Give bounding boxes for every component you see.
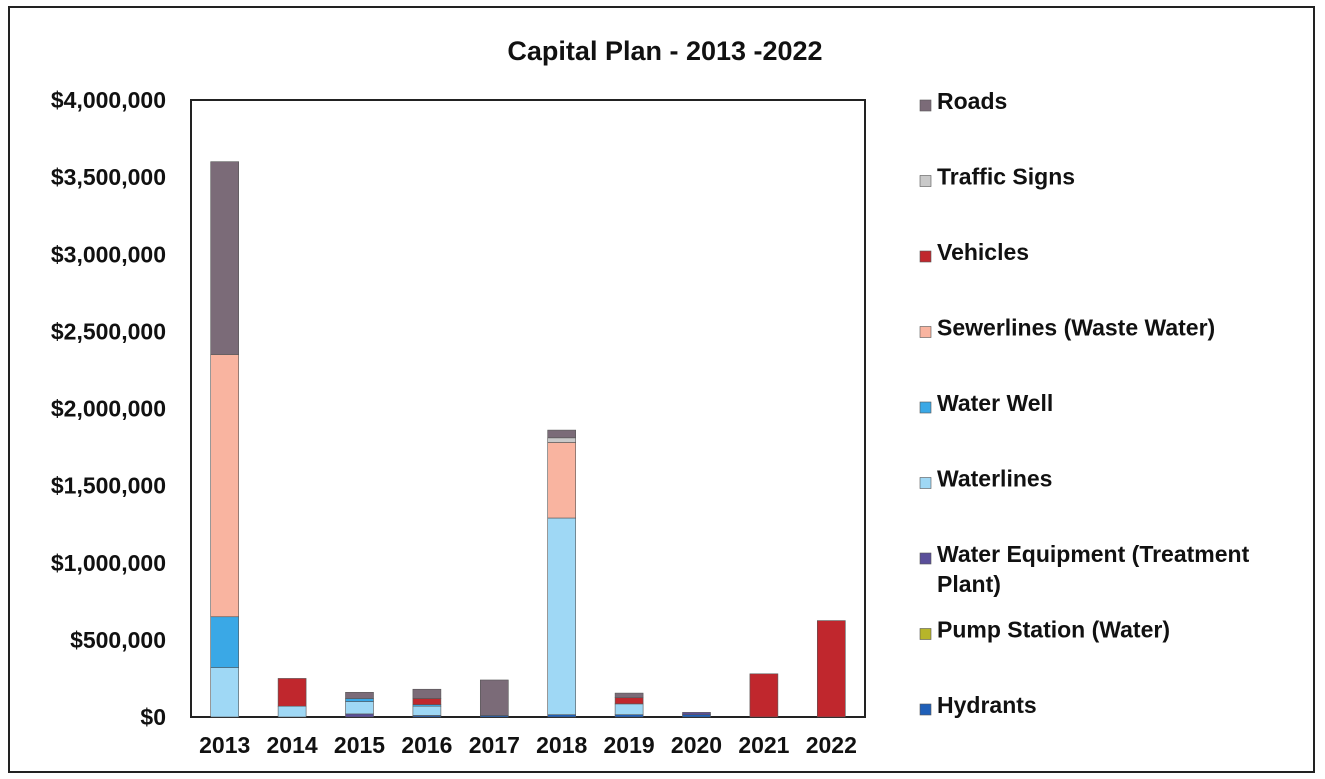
legend-swatch — [919, 175, 932, 187]
bar-segment — [345, 692, 374, 699]
chart-title: Capital Plan - 2013 -2022 — [507, 36, 822, 66]
y-tick-label: $1,500,000 — [51, 473, 166, 499]
bar-segment — [210, 354, 239, 618]
legend-swatch — [919, 326, 932, 338]
x-axis: 2013 2014 2015 2016 2017 2018 2019 2020 2021 2022 — [199, 732, 857, 758]
y-tick-label: $3,500,000 — [51, 164, 166, 190]
legend-swatch — [919, 552, 932, 565]
legend-label: Sewerlines (Waste Water) — [937, 315, 1215, 341]
bar-segment — [816, 620, 846, 718]
legend-label: Hydrants — [937, 692, 1037, 718]
legend-swatch — [919, 99, 932, 112]
chart-frame: Capital Plan - 2013 -2022 $0 $500,000 $1,0… — [8, 6, 1315, 773]
y-tick-label: $2,000,000 — [51, 396, 166, 422]
legend-swatch — [919, 477, 932, 489]
x-tick-label: 2022 — [806, 732, 857, 758]
legend-swatch — [919, 628, 932, 640]
legend-label: Vehicles — [937, 239, 1029, 265]
legend-label: Water Equipment (Treatment Plant) — [937, 541, 1250, 597]
bar-segment — [210, 616, 239, 668]
capital-plan-chart: Capital Plan - 2013 -2022 $0 $500,000 $1,0… — [51, 36, 1250, 758]
plot-area — [190, 99, 866, 718]
bar-segment — [479, 679, 509, 716]
legend-label: Roads — [937, 88, 1007, 114]
legend-label: Water Well — [937, 390, 1053, 416]
bar-segment — [345, 698, 374, 702]
x-tick-label: 2020 — [671, 732, 722, 758]
bar-segment — [547, 437, 577, 443]
bar-segment — [682, 712, 711, 715]
bars — [210, 161, 846, 718]
bar-segment — [210, 161, 239, 355]
x-tick-label: 2013 — [199, 732, 250, 758]
bar-segment — [412, 705, 442, 716]
legend: Roads Traffic Signs Vehicles Sewerlines (Wa… — [919, 88, 1250, 718]
y-tick-label: $4,000,000 — [51, 87, 166, 113]
bar-segment — [210, 667, 239, 718]
y-tick-label: $500,000 — [70, 627, 166, 653]
y-tick-label: $3,000,000 — [51, 241, 166, 267]
legend-label: Traffic Signs — [937, 164, 1075, 190]
legend-label: Pump Station (Water) — [937, 617, 1170, 643]
bar-segment — [547, 517, 577, 715]
legend-swatch — [919, 250, 932, 263]
x-tick-label: 2015 — [334, 732, 385, 758]
bar-segment — [345, 713, 374, 718]
bar-segment — [277, 678, 307, 707]
bar-segment — [614, 692, 644, 699]
bar-segment — [682, 714, 711, 718]
bar-segment — [547, 442, 577, 519]
bar-segment — [345, 701, 374, 715]
bar-segment — [547, 429, 577, 439]
x-tick-label: 2016 — [401, 732, 452, 758]
x-tick-label: 2014 — [267, 732, 318, 758]
x-tick-label: 2019 — [604, 732, 655, 758]
y-tick-label: $1,000,000 — [51, 550, 166, 576]
legend-swatch — [919, 401, 932, 414]
x-tick-label: 2018 — [536, 732, 587, 758]
bar-segment — [277, 705, 307, 718]
bar-segment — [547, 714, 577, 718]
x-tick-label: 2017 — [469, 732, 520, 758]
bar-segment — [614, 703, 644, 715]
legend-swatch — [919, 703, 932, 716]
bar-segment — [412, 688, 442, 699]
bar-segment — [749, 673, 779, 718]
y-axis: $0 $500,000 $1,000,000 $1,500,000 $2,000,000… — [51, 87, 166, 730]
legend-label: Waterlines — [937, 466, 1052, 492]
y-tick-label: $2,500,000 — [51, 318, 166, 344]
y-tick-label: $0 — [140, 704, 166, 730]
x-tick-label: 2021 — [738, 732, 789, 758]
bar-segment — [614, 714, 644, 718]
bar-segment — [412, 698, 442, 705]
bar-segment — [614, 697, 644, 705]
